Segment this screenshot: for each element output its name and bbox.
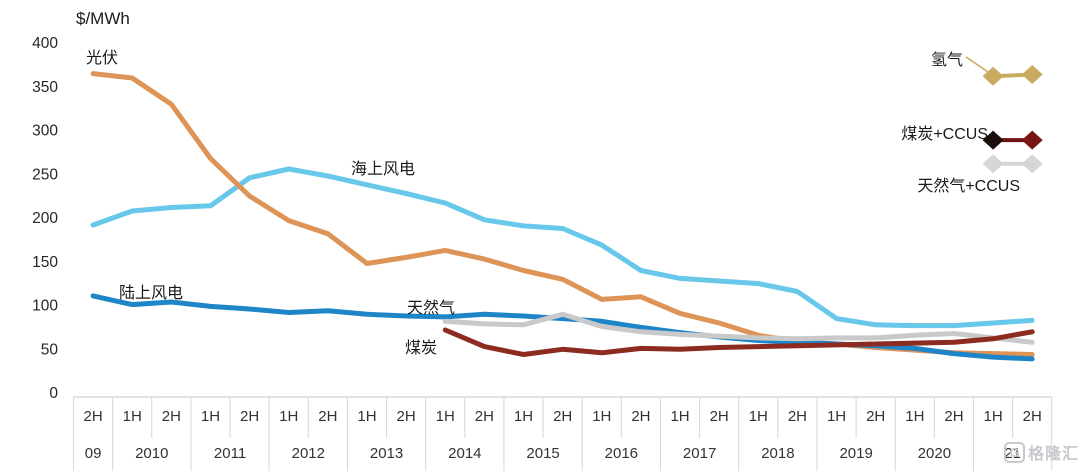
x-tick-year-label: 2018 (761, 445, 794, 462)
series-marker-煤炭+CCUS (1021, 130, 1043, 150)
y-tick-label: 350 (32, 79, 58, 96)
x-tick-half-label: 1H (201, 408, 220, 425)
x-tick-half-label: 1H (749, 408, 768, 425)
x-tick-half-label: 2H (944, 408, 963, 425)
x-tick-half-label: 1H (357, 408, 376, 425)
x-tick-half-label: 2H (710, 408, 729, 425)
series-marker-天然气+CCUS (982, 154, 1004, 174)
y-tick-label: 150 (32, 254, 58, 271)
series-label-offshore-wind: 海上风电 (351, 161, 416, 178)
y-tick-label: 400 (32, 35, 58, 52)
watermark-logo-icon: G (1004, 441, 1025, 463)
series-label-coal: 煤炭 (405, 340, 438, 357)
y-tick-label: 200 (32, 210, 58, 227)
legend-item-gas-ccus: 天然气+CCUS (917, 178, 1020, 195)
x-tick-year-label: 2012 (292, 445, 325, 462)
series-label-solar: 光伏 (86, 50, 119, 67)
x-tick-half-label: 1H (983, 408, 1002, 425)
y-tick-label: 50 (41, 341, 59, 358)
x-tick-half-label: 2H (84, 408, 103, 425)
legend-item-hydrogen: 氢气 (930, 52, 963, 69)
x-tick-half-label: 1H (514, 408, 533, 425)
x-tick-year-label: 2017 (683, 445, 716, 462)
x-tick-half-label: 2H (397, 408, 416, 425)
x-tick-half-label: 1H (279, 408, 298, 425)
x-tick-half-label: 1H (592, 408, 611, 425)
series-label-onshore-wind: 陆上风电 (119, 285, 184, 302)
y-tick-label: 250 (32, 166, 58, 183)
x-tick-year-label: 2010 (135, 445, 168, 462)
x-tick-year-label: 2011 (214, 445, 246, 462)
x-tick-half-label: 1H (670, 408, 689, 425)
x-tick-year-label: 09 (85, 445, 102, 462)
x-tick-half-label: 2H (240, 408, 259, 425)
x-tick-half-label: 2H (631, 408, 650, 425)
x-tick-year-label: 2016 (605, 445, 638, 462)
x-tick-half-label: 1H (827, 408, 846, 425)
x-tick-year-label: 2015 (526, 445, 559, 462)
x-tick-half-label: 2H (162, 408, 181, 425)
x-tick-half-label: 2H (1023, 408, 1042, 425)
x-tick-half-label: 2H (553, 408, 572, 425)
series-line-天然气 (442, 311, 1035, 345)
y-tick-label: 0 (49, 385, 58, 402)
hydrogen-label-connector (965, 56, 989, 73)
x-tick-half-label: 1H (123, 408, 142, 425)
legend-item-coal-ccus: 煤炭+CCUS (901, 126, 988, 143)
watermark-text: 格隆汇 (1028, 446, 1080, 463)
x-tick-half-label: 2H (318, 408, 337, 425)
series-marker-天然气+CCUS (1021, 154, 1043, 174)
x-tick-year-label: 2014 (448, 445, 481, 462)
x-tick-half-label: 2H (475, 408, 494, 425)
x-tick-half-label: 1H (905, 408, 924, 425)
watermark: G 格隆汇 (1004, 440, 1079, 464)
series-line-煤炭 (442, 327, 1035, 357)
y-tick-label: 300 (32, 123, 58, 140)
series-marker-煤炭+CCUS (982, 130, 1004, 150)
x-tick-year-label: 2019 (839, 445, 872, 462)
y-axis-title: $/MWh (76, 9, 130, 28)
x-tick-half-label: 2H (866, 408, 885, 425)
series-marker-氢气 (1021, 65, 1043, 84)
x-tick-year-label: 2020 (918, 445, 951, 462)
x-tick-year-label: 2013 (370, 445, 403, 462)
series-label-natural-gas: 天然气 (407, 300, 456, 317)
y-tick-label: 100 (32, 298, 58, 315)
series-line-海上风电 (90, 166, 1035, 329)
x-tick-half-label: 1H (436, 408, 455, 425)
x-tick-half-label: 2H (788, 408, 807, 425)
